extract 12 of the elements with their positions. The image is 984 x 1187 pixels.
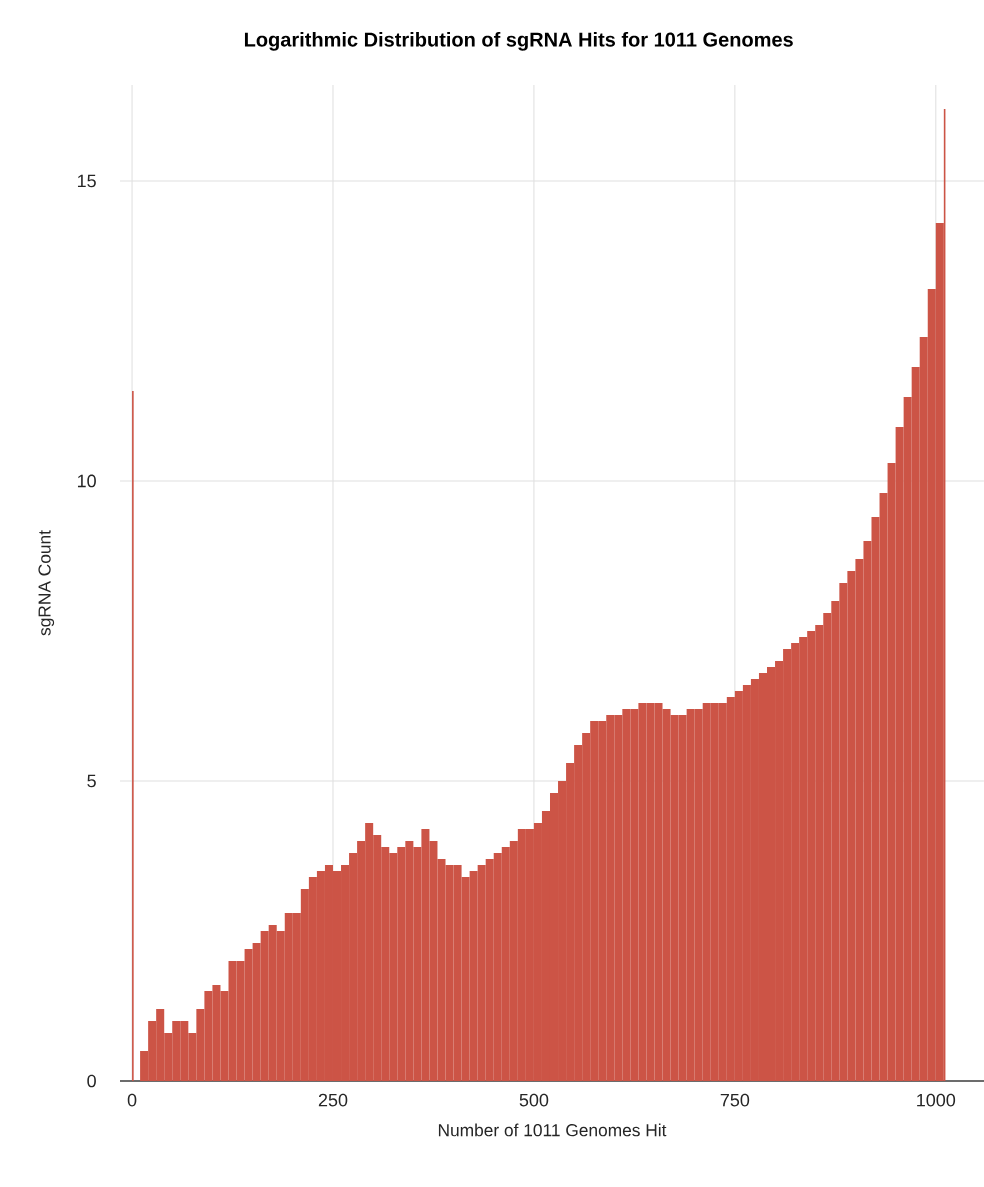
y-tick-label: 10 [77,474,96,488]
x-tick-label: 1000 [917,1093,956,1107]
y-tick-label: 15 [77,174,96,188]
x-tick-label: 750 [720,1093,750,1107]
x-axis-title: Number of 1011 Genomes Hit [438,1123,667,1137]
chart-title: Logarithmic Distribution of sgRNA Hits for 1011 Genomes [244,31,793,51]
y-axis-title: sgRNA Count [38,530,55,636]
x-tick-label: 0 [127,1093,137,1107]
x-tick-label: 500 [519,1093,549,1107]
y-tick-label: 0 [87,1074,96,1088]
y-tick-label: 5 [87,774,96,788]
x-tick-label: 250 [318,1093,348,1107]
